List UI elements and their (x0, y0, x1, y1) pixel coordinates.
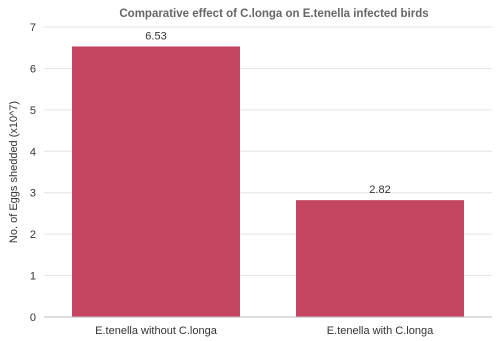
y-axis-ticks: 0 1 2 3 4 5 6 7 (30, 22, 36, 324)
x-category-label: E.tenella without C.longa (95, 325, 218, 337)
y-tick-label: 4 (30, 146, 36, 158)
y-tick-label: 1 (30, 271, 36, 283)
y-tick-label: 7 (30, 22, 36, 34)
y-axis-title: No. of Eggs shedded (x10^7) (8, 101, 20, 243)
x-category-label: E.tenella with C.longa (327, 325, 434, 337)
bar (296, 200, 464, 317)
data-label: 6.53 (145, 30, 166, 42)
chart-title: Comparative effect of C.longa on E.tenel… (119, 8, 428, 20)
bars: 6.53 2.82 (72, 30, 464, 317)
data-label: 2.82 (369, 184, 390, 196)
y-tick-label: 5 (30, 105, 36, 117)
x-axis-labels: E.tenella without C.longa E.tenella with … (95, 325, 434, 337)
y-tick-label: 2 (30, 229, 36, 241)
y-tick-label: 3 (30, 188, 36, 200)
bar (72, 46, 240, 317)
y-tick-label: 6 (30, 63, 36, 75)
y-tick-label: 0 (30, 312, 36, 324)
